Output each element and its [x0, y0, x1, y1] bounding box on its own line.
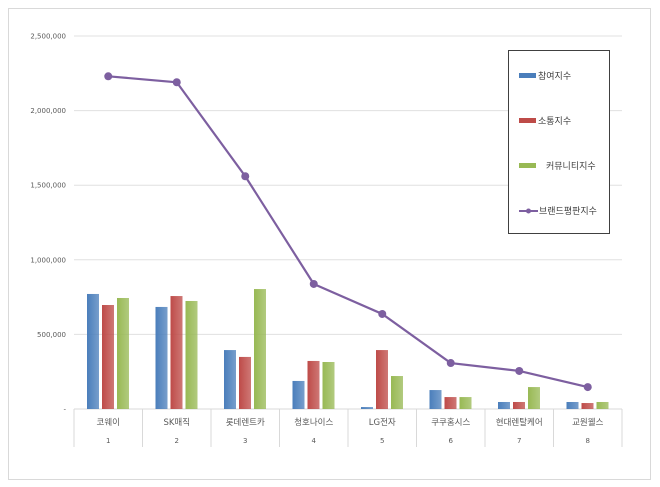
y-tick-label: 2,500,000 — [30, 33, 66, 41]
legend-label: 참여지수 — [538, 72, 572, 82]
bar-참여지수 — [87, 293, 99, 409]
bar-소통지수 — [376, 350, 388, 409]
chart-frame — [8, 8, 651, 480]
line-point — [446, 359, 455, 368]
bar-커뮤니티지수 — [391, 376, 403, 409]
legend-item-brand-reputation: 브랜드평판지수 — [519, 204, 597, 217]
legend-swatch — [519, 73, 536, 78]
bar-소통지수 — [102, 305, 114, 409]
bar-참여지수 — [498, 401, 510, 409]
line-브랜드평판지수 — [108, 75, 589, 389]
bar-소통지수 — [581, 403, 594, 409]
bar-커뮤니티지수 — [459, 397, 472, 409]
y-tick-label: 500,000 — [37, 331, 66, 339]
rank-label: 5 — [380, 437, 384, 445]
line-point — [309, 279, 318, 288]
category-label: 코웨이 — [97, 417, 120, 428]
legend-label: 소통지수 — [538, 117, 572, 127]
bar-참여지수 — [566, 401, 579, 409]
bar-커뮤니티지수 — [322, 362, 335, 409]
category-label: 쿠쿠홈시스 — [431, 417, 470, 428]
bar-소통지수 — [444, 397, 457, 409]
category-label: 청호나이스 — [294, 417, 333, 428]
legend-label: 브랜드평판지수 — [539, 207, 597, 217]
bar-커뮤니티지수 — [596, 401, 609, 409]
bar-커뮤니티지수 — [528, 387, 540, 409]
y-tick-label: 1,000,000 — [30, 256, 66, 264]
bar-참여지수 — [292, 380, 305, 409]
bar-소통지수 — [513, 401, 525, 409]
rank-label: 1 — [106, 437, 110, 445]
category-label: 롯데렌트카 — [226, 417, 265, 428]
rank-label: 3 — [243, 437, 247, 445]
rank-label: 4 — [312, 437, 317, 445]
y-tick-label: - — [63, 406, 66, 414]
legend-item-communication: 소통지수 — [519, 114, 571, 127]
rank-label: 8 — [586, 437, 590, 445]
category-label: 교원웰스 — [572, 417, 603, 428]
legend-item-participation: 참여지수 — [519, 69, 571, 82]
category-label: 현대렌탈케어 — [496, 417, 543, 428]
line-point — [583, 383, 592, 392]
line-point — [104, 72, 113, 81]
bar-참여지수 — [361, 407, 373, 409]
bar-참여지수 — [429, 390, 442, 409]
rank-label: 6 — [449, 437, 454, 445]
legend-swatch — [519, 163, 536, 168]
line-point — [515, 366, 524, 375]
bar-소통지수 — [170, 296, 183, 409]
y-tick-label: 1,500,000 — [30, 182, 66, 190]
legend: 참여지수 소통지수 커뮤니티지수 브랜드평판지수 — [508, 50, 610, 234]
rank-label: 7 — [517, 437, 521, 445]
bar-커뮤니티지수 — [254, 289, 266, 409]
bar-커뮤니티지수 — [117, 297, 129, 409]
line-point — [172, 78, 181, 87]
legend-label: 커뮤니티지수 — [546, 162, 596, 172]
line-point — [378, 309, 387, 318]
bar-참여지수 — [155, 306, 168, 409]
line-point — [241, 172, 250, 181]
bar-참여지수 — [224, 350, 236, 409]
legend-swatch — [519, 118, 536, 123]
legend-line-marker — [519, 208, 538, 213]
legend-item-community: 커뮤니티지수 — [519, 159, 596, 172]
bar-소통지수 — [307, 360, 320, 409]
category-label: LG전자 — [369, 417, 396, 428]
bar-소통지수 — [239, 356, 251, 409]
y-tick-label: 2,000,000 — [30, 107, 66, 115]
category-label: SK매직 — [163, 417, 190, 428]
rank-label: 2 — [175, 437, 179, 445]
bar-커뮤니티지수 — [185, 300, 198, 409]
